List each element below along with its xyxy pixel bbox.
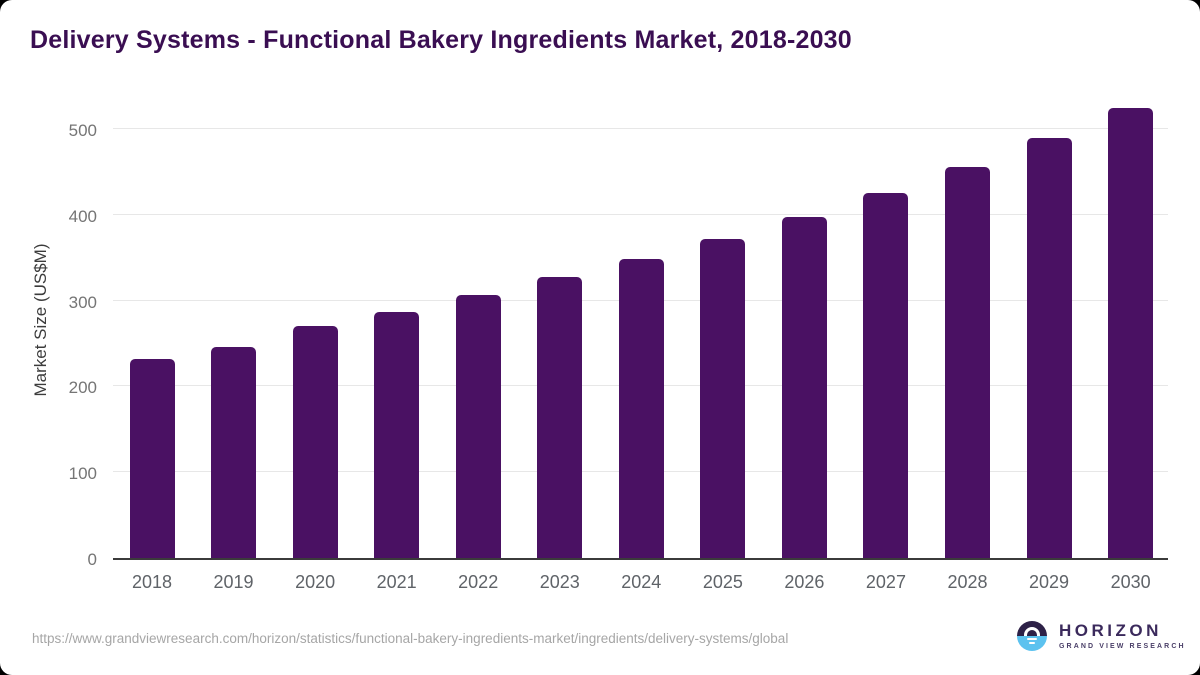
bar-2023 (537, 277, 583, 558)
y-tick-label-500: 500 (68, 121, 97, 140)
logo-name: HORIZON (1059, 621, 1162, 640)
bar-2018 (129, 358, 175, 558)
plot-area (113, 108, 1168, 560)
x-tick-label-2019: 2019 (213, 572, 254, 592)
bar-2028 (945, 166, 990, 558)
x-tick-label-2030: 2030 (1110, 572, 1151, 592)
x-tick-label-2025: 2025 (702, 572, 743, 592)
y-tick-label-100: 100 (68, 464, 97, 484)
bar-2029 (1026, 138, 1072, 558)
gridline-400 (113, 213, 1168, 215)
logo-wordmark: HORIZON GRAND VIEW RESEARCH (1059, 622, 1186, 650)
horizon-line2-icon (1029, 642, 1035, 644)
bar-2026 (781, 216, 827, 558)
bar-2022 (455, 294, 501, 558)
horizon-line-icon (1027, 638, 1037, 640)
x-tick-label-2024: 2024 (621, 572, 662, 592)
sunrise-arch-icon (1024, 627, 1040, 636)
bar-2027 (863, 193, 909, 558)
y-tick-label-0: 0 (87, 550, 97, 569)
y-axis-label: Market Size (US$M) (31, 243, 50, 397)
x-tick-label-2023: 2023 (539, 572, 580, 592)
horizon-logo: HORIZON GRAND VIEW RESEARCH (1017, 621, 1186, 651)
x-tick-label-2020: 2020 (295, 572, 336, 592)
bar-2030 (1108, 108, 1154, 558)
bar-2024 (618, 259, 664, 558)
logo-subtitle: GRAND VIEW RESEARCH (1059, 643, 1186, 650)
bar-2019 (211, 346, 257, 558)
x-tick-label-2021: 2021 (376, 572, 417, 592)
bar-2025 (700, 238, 746, 558)
gridline-500 (113, 128, 1168, 129)
bar-2021 (374, 311, 420, 558)
y-tick-label-400: 400 (68, 206, 97, 226)
x-tick-label-2022: 2022 (458, 572, 499, 592)
x-tick-label-2026: 2026 (784, 572, 825, 592)
x-tick-label-2029: 2029 (1029, 572, 1070, 592)
x-tick-label-2028: 2028 (947, 572, 988, 592)
source-url: https://www.grandviewresearch.com/horizo… (32, 631, 789, 646)
x-tick-label-2027: 2027 (865, 572, 906, 592)
bar-2020 (292, 326, 338, 558)
page-title: Delivery Systems - Functional Bakery Ing… (30, 26, 852, 54)
horizon-logo-icon (1017, 621, 1047, 651)
x-tick-label-2018: 2018 (131, 572, 173, 592)
